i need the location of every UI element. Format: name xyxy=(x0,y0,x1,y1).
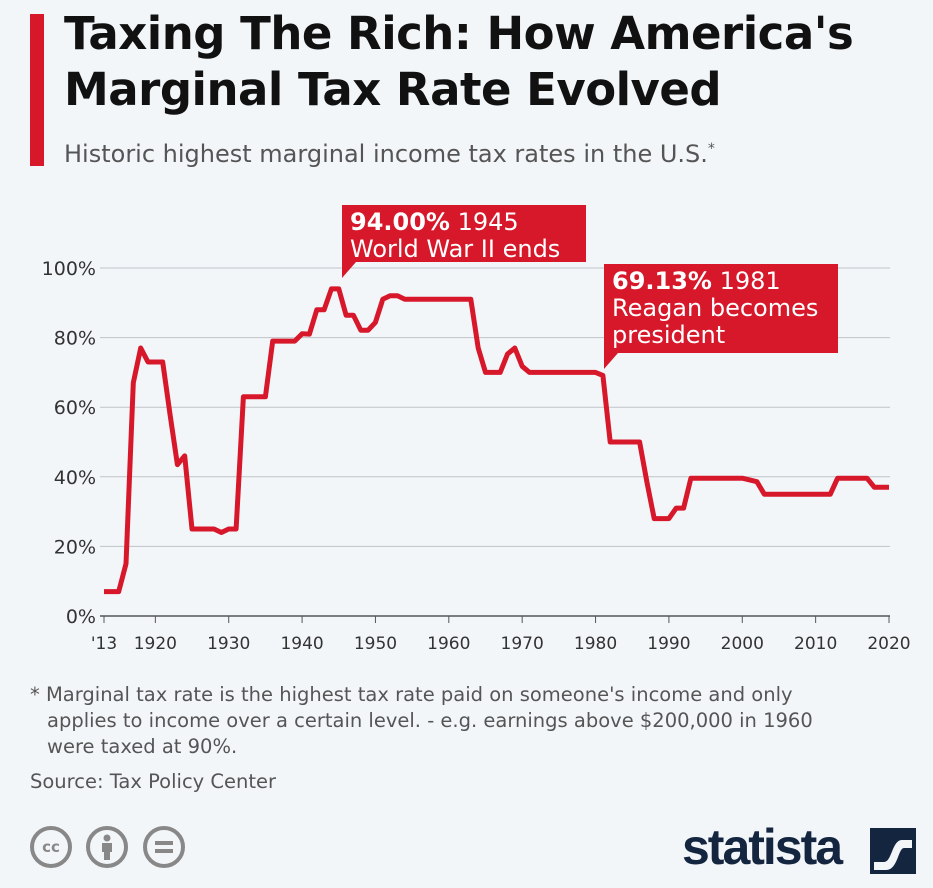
annotation-text: president xyxy=(612,321,726,349)
x-tick-label: 1990 xyxy=(647,634,690,654)
annotation-year: 1945 xyxy=(457,208,519,236)
y-tick-label: 40% xyxy=(54,467,96,489)
chart-title: Taxing The Rich: How America's Marginal … xyxy=(64,6,854,118)
x-tick-label: 2010 xyxy=(794,634,837,654)
tax-rate-line xyxy=(104,286,889,595)
statista-logo-mark xyxy=(870,828,916,874)
subtitle-footnote-mark: * xyxy=(707,141,715,157)
footnote: * Marginal tax rate is the highest tax r… xyxy=(30,682,910,760)
subtitle-text: Historic highest marginal income tax rat… xyxy=(64,140,708,168)
x-tick-label: 2000 xyxy=(721,634,764,654)
y-tick-label: 100% xyxy=(42,258,96,280)
footnote-line: * Marginal tax rate is the highest tax r… xyxy=(30,683,793,706)
title-line-2: Marginal Tax Rate Evolved xyxy=(64,63,722,116)
attribution-icon[interactable] xyxy=(86,826,128,868)
source: Source: Tax Policy Center xyxy=(30,770,277,793)
annotation-year: 1981 xyxy=(719,267,781,295)
annotation-text: Reagan becomes xyxy=(612,294,819,322)
annotation-text: World War II ends xyxy=(350,235,561,263)
x-tick-label: 1960 xyxy=(427,634,470,654)
annotation-1945: 94.00% 1945 World War II ends xyxy=(342,205,586,278)
x-tick-label: 1920 xyxy=(134,634,177,654)
x-tick-label: 1980 xyxy=(574,634,617,654)
statista-logo[interactable]: statista xyxy=(682,819,843,875)
no-derivatives-icon[interactable] xyxy=(143,826,185,868)
annotation-value: 69.13% xyxy=(612,267,712,295)
annotation-1981: 69.13% 1981 Reagan becomes president xyxy=(604,264,838,369)
chart-subtitle: Historic highest marginal income tax rat… xyxy=(64,140,715,168)
x-tick-label: 2020 xyxy=(867,634,910,654)
footnote-line: were taxed at 90%. xyxy=(47,735,238,758)
y-tick-label: 60% xyxy=(54,397,96,419)
y-tick-label: 0% xyxy=(66,606,96,628)
title-accent-bar xyxy=(30,14,44,166)
x-tick-label: 1970 xyxy=(501,634,544,654)
y-tick-label: 20% xyxy=(54,536,96,558)
x-tick-label: 1930 xyxy=(207,634,250,654)
annotation-value: 94.00% xyxy=(350,208,450,236)
x-tick-label: 1950 xyxy=(354,634,397,654)
cc-icon[interactable]: cc xyxy=(30,826,72,868)
x-tick-label: 1940 xyxy=(280,634,323,654)
footnote-line: applies to income over a certain level. … xyxy=(47,709,813,732)
title-line-1: Taxing The Rich: How America's xyxy=(64,7,854,60)
x-tick-label: '13 xyxy=(91,634,117,654)
y-tick-label: 80% xyxy=(54,328,96,350)
